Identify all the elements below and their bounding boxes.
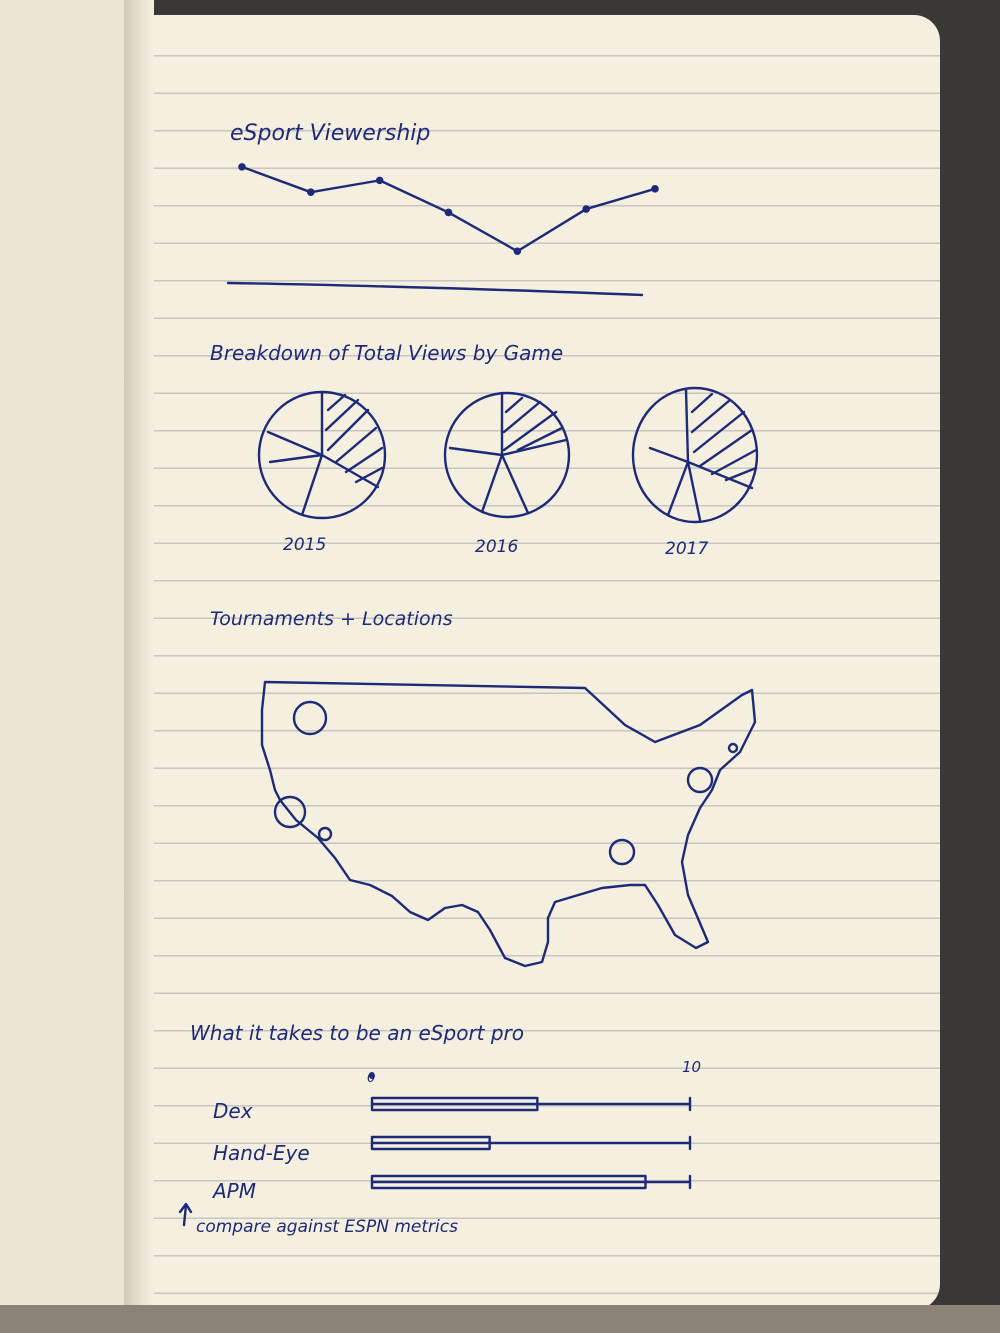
- line-chart-title: eSport Viewership: [230, 121, 430, 146]
- line-point-5: [513, 247, 522, 256]
- pie-2016: 2016: [443, 391, 571, 557]
- pie-label-2016: 2016: [475, 537, 518, 557]
- table-surface: [0, 1305, 1000, 1333]
- line-chart-x-axis: [226, 281, 644, 297]
- location-marker-seattle: [292, 700, 328, 736]
- pie-label-2015: 2015: [283, 535, 326, 555]
- bar-track-3: [370, 1174, 692, 1190]
- line-point-1: [238, 163, 246, 171]
- notebook-gutter: [124, 0, 154, 1333]
- pie-2017: 2017: [631, 386, 759, 559]
- left-page: [0, 0, 140, 1333]
- map-title: Tournaments + Locations: [210, 608, 453, 630]
- line-point-4: [444, 208, 453, 217]
- bar-2: [370, 1135, 491, 1151]
- pie-2015: 2015: [257, 390, 387, 555]
- line-chart: [238, 163, 659, 256]
- bar-axis-zero-dot: [369, 1073, 375, 1079]
- pie-chart-title: Breakdown of Total Views by Game: [210, 341, 563, 365]
- location-marker-atlanta: [608, 838, 636, 866]
- annotation-arrow-icon: [178, 1202, 193, 1227]
- bar-track-2: [370, 1135, 692, 1151]
- line-point-7: [651, 185, 659, 193]
- location-marker-los-angeles: [317, 826, 333, 842]
- notebook-page: [140, 15, 940, 1310]
- us-map: [260, 680, 757, 968]
- location-marker-new-york: [686, 766, 714, 794]
- pie-label-2017: 2017: [665, 539, 708, 559]
- line-point-3: [375, 176, 384, 185]
- bar-1: [370, 1096, 539, 1112]
- bar-label-hand-eye: Hand-Eye: [213, 1141, 310, 1165]
- bar-3: [370, 1174, 647, 1190]
- line-point-2: [307, 188, 315, 196]
- line-point-6: [582, 205, 590, 213]
- bar-chart: [369, 1073, 692, 1190]
- bar-label-apm: APM: [211, 1179, 256, 1203]
- bar-annotation: compare against ESPN metrics: [196, 1217, 458, 1237]
- location-marker-san-francisco: [273, 795, 307, 829]
- bar-axis-max: 10: [682, 1058, 701, 1076]
- bar-track-1: [370, 1096, 692, 1112]
- bar-chart-title: What it takes to be an eSport pro: [190, 1021, 524, 1045]
- bar-label-dex: Dex: [213, 1099, 253, 1123]
- location-marker-boston: [727, 742, 739, 754]
